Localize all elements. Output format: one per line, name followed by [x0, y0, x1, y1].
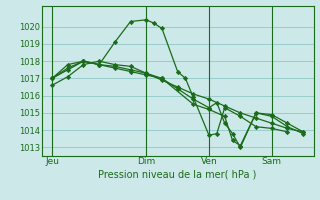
- X-axis label: Pression niveau de la mer( hPa ): Pression niveau de la mer( hPa ): [99, 169, 257, 179]
